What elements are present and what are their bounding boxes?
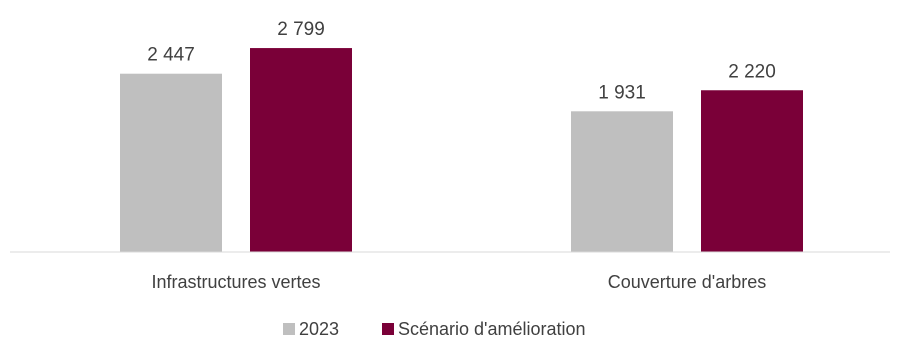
legend: 2023 Scénario d'amélioration (283, 319, 586, 339)
legend-swatch-scenario (382, 323, 394, 335)
bar-2023-infrastructures-vertes (120, 73, 222, 252)
legend-label-2023: 2023 (299, 319, 339, 339)
bars-layer: 2 447 1 931 2 799 2 220 (120, 19, 803, 253)
bar-2023-couverture-d-arbres (571, 111, 673, 252)
legend-label-scenario: Scénario d'amélioration (398, 319, 586, 339)
legend-swatch-2023 (283, 323, 295, 335)
data-label-2023-couverture-d-arbres: 1 931 (598, 82, 646, 103)
category-label-couverture-arbres: Couverture d'arbres (608, 272, 767, 292)
data-label-scenario-d-amelioration-couverture-d-arbres: 2 220 (728, 61, 776, 82)
bar-scenario-d-amelioration-couverture-d-arbres (701, 90, 803, 253)
data-label-2023-infrastructures-vertes: 2 447 (147, 45, 195, 66)
category-label-infrastructures-vertes: Infrastructures vertes (151, 272, 320, 292)
data-label-scenario-d-amelioration-infrastructures-vertes: 2 799 (277, 19, 325, 40)
bar-scenario-d-amelioration-infrastructures-vertes (250, 48, 352, 252)
